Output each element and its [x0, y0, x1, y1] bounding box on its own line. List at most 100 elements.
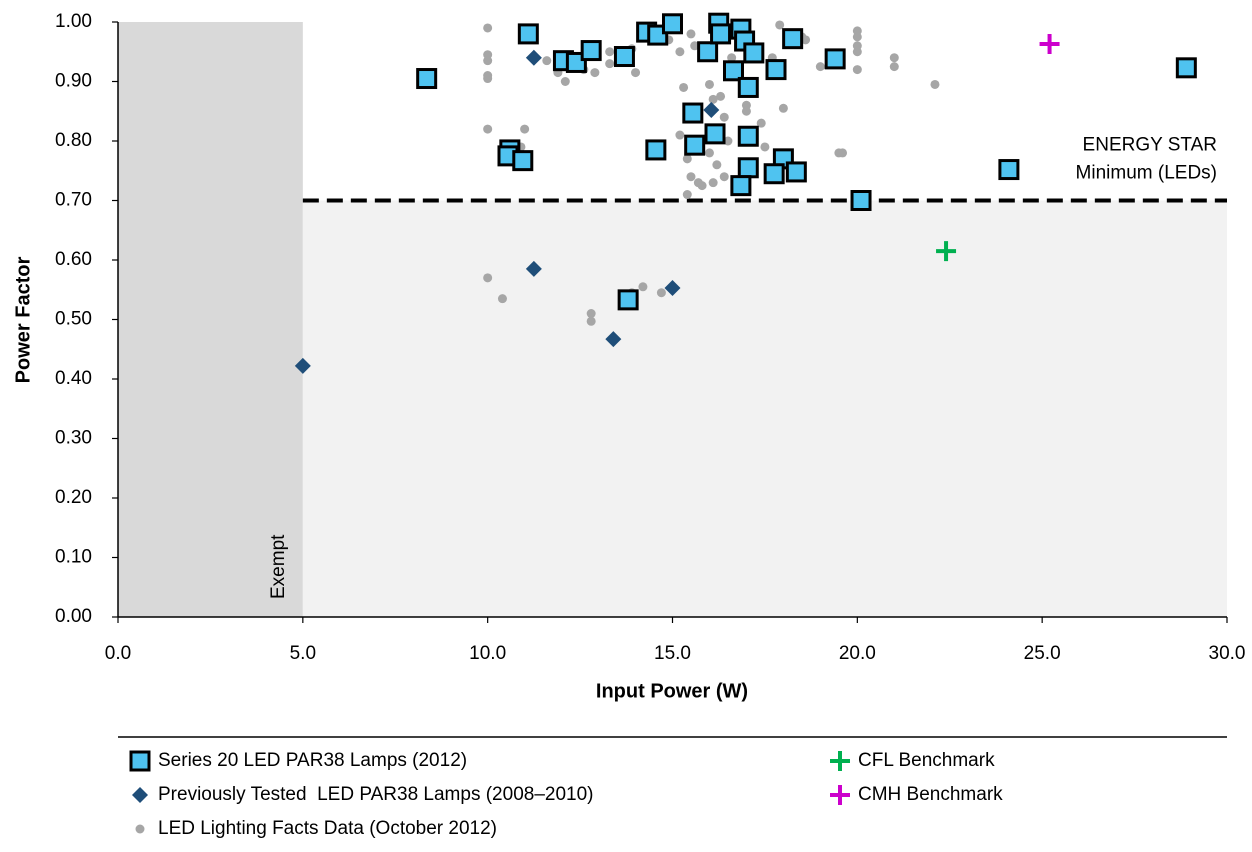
y-tick-label: 0.50 — [55, 309, 92, 330]
dot-marker — [778, 103, 788, 113]
dot-marker — [741, 106, 751, 116]
square-marker — [613, 46, 635, 68]
square-marker — [645, 139, 667, 161]
dot-marker — [708, 94, 718, 104]
dot-marker — [727, 53, 737, 63]
square-marker — [785, 161, 807, 183]
x-tick-label: 0.0 — [105, 643, 131, 664]
legend-label: Series 20 LED PAR38 Lamps (2012) — [158, 750, 467, 771]
y-tick-label: 0.70 — [55, 190, 92, 211]
square-marker — [662, 13, 683, 35]
square-marker — [824, 48, 846, 70]
dot-marker — [605, 59, 615, 69]
square-marker — [512, 150, 534, 172]
dot-marker — [719, 172, 729, 182]
y-axis-title: Power Factor — [12, 256, 34, 383]
square-marker — [697, 41, 719, 63]
dot-marker — [605, 47, 615, 57]
dot-marker — [675, 130, 685, 140]
dot-marker — [708, 178, 718, 188]
y-tick-label: 0.80 — [55, 130, 92, 151]
square-marker — [710, 23, 732, 45]
x-tick-label: 30.0 — [1209, 643, 1246, 664]
square-marker — [743, 42, 765, 64]
dot-marker — [520, 124, 530, 134]
diamond-marker — [525, 49, 542, 66]
dot-marker — [852, 47, 862, 57]
legend-label: CFL Benchmark — [858, 750, 995, 771]
dot-marker — [686, 172, 696, 182]
dot-marker — [889, 53, 899, 63]
plus-marker — [936, 241, 957, 262]
dot-marker — [686, 29, 696, 39]
diamond-marker — [605, 331, 622, 348]
square-marker — [684, 134, 706, 156]
plus-marker — [830, 751, 850, 771]
plus-marker — [830, 785, 850, 805]
dot-marker — [716, 91, 726, 101]
square-marker — [129, 750, 151, 772]
dot-marker — [838, 148, 848, 158]
dot-marker — [930, 79, 940, 89]
diamond-marker — [294, 357, 311, 374]
square-marker — [737, 157, 759, 179]
y-tick-label: 0.10 — [55, 547, 92, 568]
x-tick-label: 20.0 — [839, 643, 876, 664]
exempt-label: Exempt — [268, 534, 289, 599]
series-group — [483, 20, 940, 326]
dot-marker — [590, 68, 600, 78]
dot-marker — [712, 160, 722, 170]
dot-marker — [483, 273, 493, 283]
diamond-marker — [703, 102, 720, 119]
series-group — [1039, 34, 1060, 55]
dot-marker — [815, 62, 825, 72]
legend-label: Previously Tested LED PAR38 Lamps (2008–… — [158, 784, 594, 805]
dot-marker — [586, 309, 596, 319]
dot-marker — [483, 74, 493, 84]
dot-marker — [801, 35, 811, 45]
square-marker — [617, 289, 639, 311]
dot-marker — [760, 142, 770, 152]
square-marker — [763, 163, 785, 185]
dot-marker — [697, 181, 707, 191]
y-tick-label: 0.00 — [55, 606, 92, 627]
dot-marker — [542, 56, 552, 66]
dot-marker — [690, 41, 700, 51]
dot-marker — [889, 62, 899, 72]
square-marker — [517, 23, 539, 45]
dot-marker — [704, 148, 714, 158]
square-marker — [1175, 57, 1197, 79]
dot-marker — [775, 20, 785, 30]
diamond-marker — [664, 279, 681, 296]
x-tick-label: 5.0 — [290, 643, 316, 664]
legend-label: LED Lighting Facts Data (October 2012) — [158, 818, 497, 839]
y-tick-label: 1.00 — [55, 11, 92, 32]
dot-marker — [560, 77, 570, 86]
y-tick-label: 0.30 — [55, 428, 92, 449]
square-marker — [765, 59, 787, 81]
square-marker — [782, 28, 804, 50]
square-marker — [730, 175, 752, 197]
dot-marker — [656, 288, 666, 298]
square-marker — [722, 60, 744, 82]
series-group — [294, 49, 720, 374]
y-tick-label: 0.40 — [55, 368, 92, 389]
plus-marker — [1039, 34, 1060, 55]
dot-marker — [679, 82, 689, 92]
square-marker — [998, 159, 1020, 181]
dot-marker — [852, 65, 862, 75]
square-marker — [737, 76, 759, 98]
dot-marker — [704, 79, 714, 89]
x-axis-title: Input Power (W) — [596, 680, 748, 702]
below-threshold-region — [302, 200, 1227, 617]
square-marker — [850, 190, 872, 211]
square-marker — [737, 125, 759, 147]
threshold-label: ENERGY STAR — [1083, 135, 1217, 156]
square-marker — [682, 102, 704, 124]
dot-marker — [852, 32, 862, 42]
square-marker — [416, 68, 438, 90]
dot-marker — [483, 23, 493, 33]
y-tick-label: 0.60 — [55, 249, 92, 270]
x-tick-label: 25.0 — [1024, 643, 1061, 664]
dot-marker — [135, 824, 145, 834]
